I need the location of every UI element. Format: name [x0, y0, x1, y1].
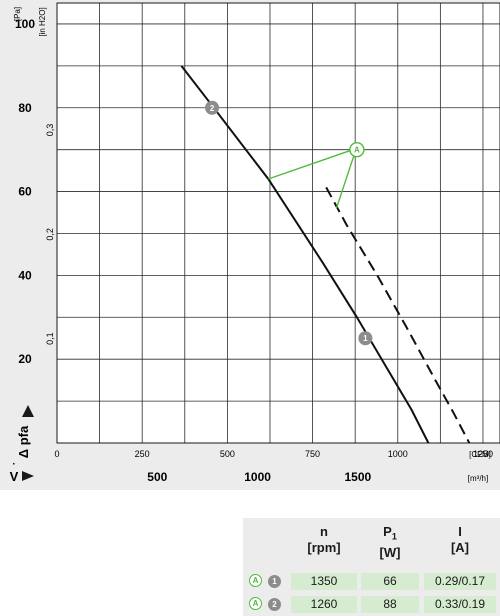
table-cell: 0.33/0.19 [424, 596, 496, 613]
table-cell: 1350 [291, 573, 357, 590]
x-axis-label: V [10, 469, 19, 484]
x-tick-label: 750 [305, 449, 320, 459]
y2-tick-label: 0,2 [45, 228, 55, 241]
table-cell: 1260 [291, 596, 357, 613]
curve-60hz [325, 186, 471, 444]
table-cell: 0.29/0.17 [424, 573, 496, 590]
x-axis-label-dot: · [12, 459, 15, 470]
x2-unit-label: [m³/h] [468, 474, 488, 483]
header-unit: [W] [379, 544, 401, 560]
y2-tick-label: 0,1 [45, 332, 55, 345]
x-tick-label: 500 [220, 449, 235, 459]
row-point-badge: 1 [268, 575, 281, 588]
header-subscript: 1 [391, 531, 397, 542]
x2-tick-label: 1500 [345, 470, 372, 484]
x-tick-label: 0 [54, 449, 59, 459]
x2-tick-label: 500 [147, 470, 167, 484]
operating-point-label: 2 [210, 104, 215, 113]
operating-point-label: 1 [363, 334, 368, 343]
table-header: n [rpm] [291, 524, 357, 556]
y-tick-label: 60 [18, 185, 32, 199]
operating-point-marker [358, 331, 373, 346]
table-header: P1 [W] [361, 524, 419, 561]
curve-50hz [180, 65, 430, 444]
header-unit: [A] [450, 540, 470, 555]
x-tick-label: 1250 [473, 449, 493, 459]
y-tick-label: 40 [18, 268, 32, 282]
y2-unit-label: [in H2O] [38, 7, 47, 36]
header-symbol: I [458, 524, 462, 539]
y-axis-arrow-icon [22, 405, 34, 417]
header-symbol: P [383, 524, 392, 539]
spec-table: n [rpm] P1 [W] I [A] A 1 1350 66 0.29/0.17 A 2 1260 88… [243, 518, 500, 616]
table-header: I [A] [424, 524, 496, 556]
annotation-pointer [268, 150, 351, 180]
plot-border [56, 2, 500, 444]
plot-area [57, 3, 500, 443]
y2-tick-label: 0,3 [45, 124, 55, 137]
x-tick-label: 1000 [388, 449, 408, 459]
annotation-label: A [354, 146, 360, 155]
y-tick-label: 80 [18, 101, 32, 115]
y-axis-label: Δ pfa [16, 425, 31, 458]
row-point-badge: 2 [268, 598, 281, 611]
y-unit-label: [Pa] [13, 7, 22, 21]
row-group-badge: A [249, 597, 262, 610]
operating-point-marker [205, 100, 220, 115]
x2-tick-label: 1000 [244, 470, 271, 484]
header-unit: [rpm] [307, 540, 341, 555]
y-tick-label: 100 [15, 17, 35, 31]
table-cell: 88 [361, 596, 419, 613]
annotation-marker [349, 141, 365, 158]
header-symbol: n [320, 524, 328, 539]
x-unit-label: [CFM] [469, 450, 491, 459]
annotation-pointer [335, 155, 355, 209]
y-tick-label: 20 [18, 352, 32, 366]
x-tick-label: 250 [135, 449, 150, 459]
x-axis-arrow-icon [22, 471, 34, 481]
row-group-badge: A [249, 574, 262, 587]
chart-panel: 20 40 60 80 100 0,1 0,2 0,3 [Pa] [in H2O] Δ pfa 0 25… [0, 0, 500, 490]
table-cell: 66 [361, 573, 419, 590]
